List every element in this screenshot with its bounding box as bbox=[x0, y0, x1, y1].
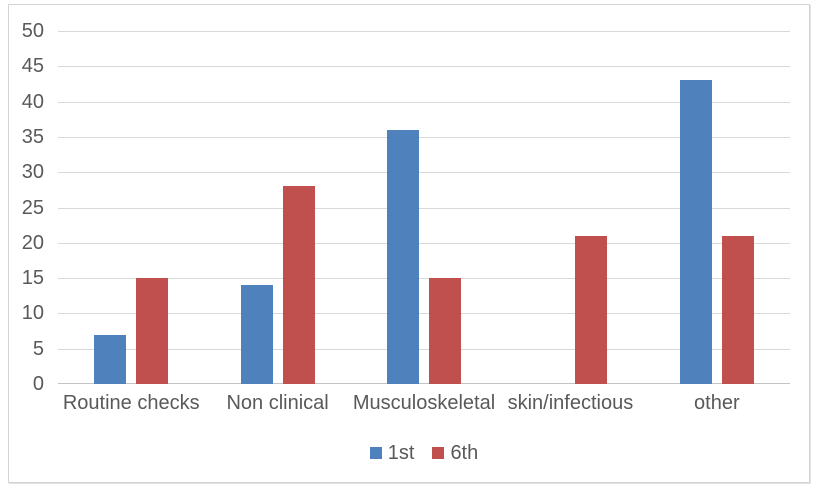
bar-group-skin-infectious bbox=[497, 31, 643, 384]
y-axis-tick-label: 50 bbox=[21, 20, 44, 42]
y-axis-tick-label: 45 bbox=[21, 55, 44, 78]
legend-swatch-icon bbox=[369, 447, 382, 459]
bar-group-musculoskeletal bbox=[351, 31, 497, 384]
gridline bbox=[58, 31, 790, 32]
y-axis: 0 5 10 15 20 25 30 35 40 45 50 bbox=[0, 20, 44, 395]
bar-6th-other bbox=[721, 235, 754, 384]
x-axis-label-skin-infectious: skin/infectious bbox=[507, 392, 634, 414]
x-axis-label-musculoskeletal: Musculoskeletal bbox=[352, 392, 496, 414]
x-axis-baseline bbox=[58, 383, 790, 384]
bar-6th-non-clinical bbox=[282, 186, 315, 384]
legend: 1st 6th bbox=[58, 442, 790, 464]
gridline bbox=[58, 136, 790, 138]
plot-area bbox=[58, 31, 790, 384]
y-axis-tick-label: 10 bbox=[21, 302, 44, 325]
gridline bbox=[58, 348, 790, 350]
gridline bbox=[58, 101, 790, 103]
y-axis-tick-label: 0 bbox=[32, 373, 44, 395]
bar-1st-non-clinical bbox=[240, 285, 273, 384]
gridline bbox=[58, 207, 790, 209]
bar-group-other bbox=[644, 31, 790, 384]
bar-1st-musculoskeletal bbox=[387, 129, 420, 384]
x-axis-category-labels: Routine checks Non clinical Musculoskeleta… bbox=[58, 391, 790, 415]
legend-label: 1st bbox=[387, 442, 415, 464]
gridline bbox=[58, 278, 790, 280]
bar-group-routine-checks bbox=[58, 31, 204, 384]
bar-group-non-clinical bbox=[204, 31, 350, 384]
bar-6th-musculoskeletal bbox=[429, 278, 462, 384]
gridline bbox=[58, 242, 790, 244]
bar-1st-routine-checks bbox=[94, 334, 127, 384]
bar-6th-skin-infectious bbox=[575, 235, 608, 384]
bar-6th-routine-checks bbox=[136, 278, 169, 384]
y-axis-tick-label: 20 bbox=[21, 231, 44, 254]
legend-swatch-icon bbox=[432, 447, 445, 459]
bar-1st-other bbox=[679, 80, 712, 384]
gridline bbox=[58, 172, 790, 174]
x-axis-label-other: other bbox=[694, 392, 740, 414]
bar-groups bbox=[58, 31, 790, 384]
legend-item-6th: 6th bbox=[432, 442, 478, 464]
y-axis-tick-label: 15 bbox=[21, 267, 44, 290]
y-axis-tick-label: 5 bbox=[32, 337, 44, 360]
y-axis-tick-label: 25 bbox=[21, 196, 44, 219]
y-axis-tick-label: 30 bbox=[21, 161, 44, 184]
y-axis-tick-label: 40 bbox=[21, 90, 44, 113]
gridline bbox=[58, 313, 790, 315]
legend-item-1st: 1st bbox=[369, 442, 415, 464]
x-axis-label-routine-checks: Routine checks bbox=[62, 392, 200, 414]
y-axis-tick-label: 35 bbox=[21, 125, 44, 148]
x-axis-label-non-clinical: Non clinical bbox=[226, 392, 329, 414]
legend-label: 6th bbox=[450, 442, 479, 464]
gridline bbox=[58, 66, 790, 68]
